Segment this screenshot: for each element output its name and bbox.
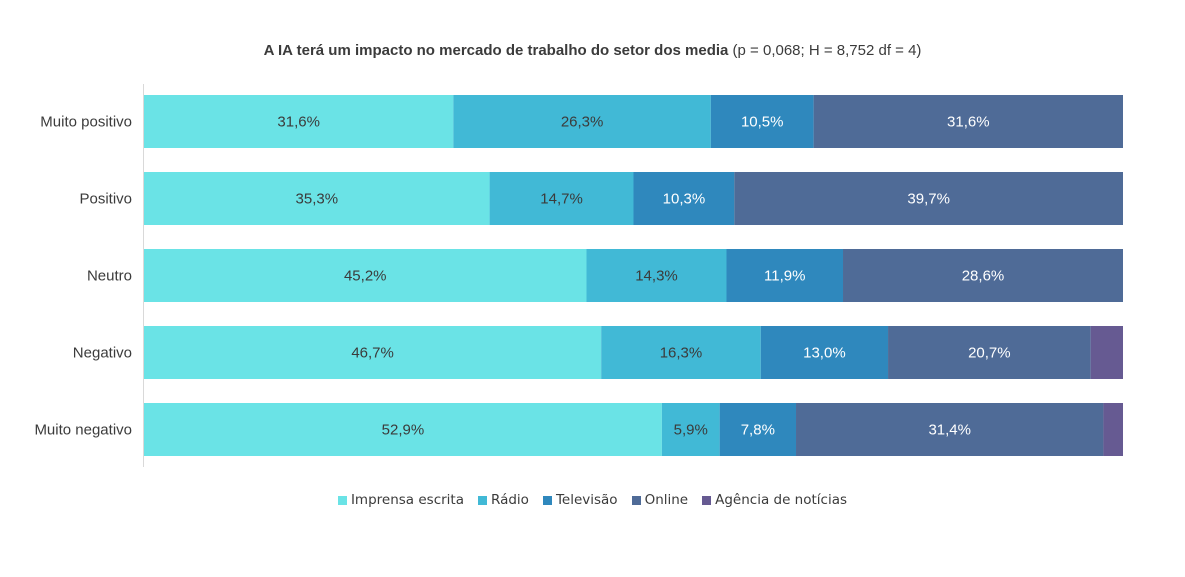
bar-segment xyxy=(453,95,711,148)
bar-segment xyxy=(719,403,797,456)
data-label: 5,9% xyxy=(674,422,708,439)
bar-segment xyxy=(633,172,735,225)
bar-segment xyxy=(661,403,720,456)
bar-segment xyxy=(144,326,602,379)
legend-swatch xyxy=(631,495,641,505)
chart-title-stats: (p = 0,068; H = 8,752 df = 4) xyxy=(732,42,922,59)
legend-swatch xyxy=(337,495,347,505)
data-label: 10,5% xyxy=(741,114,784,131)
data-label: 13,0% xyxy=(803,345,846,362)
bar-row: Positivo 35,3% 14,7% 10,3% 39,7% xyxy=(79,172,1123,225)
bar-segment xyxy=(144,95,454,148)
data-label: 45,2% xyxy=(344,268,387,285)
legend-item: Agência de notícias xyxy=(702,492,847,508)
data-label: 39,7% xyxy=(907,191,950,208)
data-label: 7,8% xyxy=(741,422,775,439)
bar-segment xyxy=(888,326,1091,379)
bar-segment xyxy=(843,249,1123,302)
legend-item: Rádio xyxy=(478,492,529,508)
legend-label: Rádio xyxy=(491,492,529,508)
legend-label: Agência de notícias xyxy=(715,492,848,508)
category-label: Positivo xyxy=(79,191,132,208)
legend-label: Televisão xyxy=(555,492,618,508)
legend-label: Online xyxy=(644,492,689,508)
data-label: 20,7% xyxy=(968,345,1011,362)
chart-title-main: A IA terá um impacto no mercado de traba… xyxy=(263,42,729,59)
bar-segment xyxy=(601,326,761,379)
bar-segment xyxy=(710,95,814,148)
bar-segment xyxy=(813,95,1123,148)
bar-row: Negativo 46,7% 16,3% 13,0% 20,7% xyxy=(73,326,1123,379)
legend-swatch xyxy=(702,495,712,505)
data-label: 35,3% xyxy=(296,191,339,208)
category-label: Neutro xyxy=(87,268,132,285)
bar-segment xyxy=(734,172,1123,225)
legend-swatch xyxy=(478,495,487,505)
bar-segment xyxy=(144,403,662,456)
data-label: 14,7% xyxy=(540,191,583,208)
bar-segment xyxy=(586,249,727,302)
data-label: 52,9% xyxy=(382,422,425,439)
data-label: 31,6% xyxy=(947,114,990,131)
legend-item: Televisão xyxy=(542,492,618,508)
data-label: 10,3% xyxy=(663,191,706,208)
category-label: Muito negativo xyxy=(34,422,132,439)
data-label: 31,6% xyxy=(277,114,320,131)
bar-segment xyxy=(1103,403,1123,456)
data-label: 16,3% xyxy=(660,345,703,362)
data-label: 28,6% xyxy=(962,268,1005,285)
data-label: 11,9% xyxy=(764,268,805,285)
legend-item: Imprensa escrita xyxy=(337,492,464,508)
data-label: 31,4% xyxy=(928,422,971,439)
bar-row: Muito negativo 52,9% 5,9% 7,8% 31,4% xyxy=(34,403,1123,456)
legend-label: Imprensa escrita xyxy=(350,492,464,508)
bar-segment xyxy=(489,172,634,225)
data-label: 14,3% xyxy=(635,268,678,285)
category-label: Negativo xyxy=(73,345,132,362)
bar-row: Neutro 45,2% 14,3% 11,9% 28,6% xyxy=(87,249,1123,302)
legend-swatch xyxy=(542,495,552,505)
legend-item: Online xyxy=(631,492,689,508)
legend: Imprensa escrita Rádio Televisão Online Agên… xyxy=(0,492,1185,508)
bar-segment xyxy=(760,326,889,379)
data-label: 26,3% xyxy=(561,114,604,131)
data-label: 46,7% xyxy=(351,345,394,362)
chart-title: A IA terá um impacto no mercado de traba… xyxy=(0,42,1185,59)
bar-segment xyxy=(1090,326,1123,379)
bar-segment xyxy=(796,403,1104,456)
bar-segment xyxy=(144,249,587,302)
bar-segment xyxy=(726,249,844,302)
category-label: Muito positivo xyxy=(40,114,132,131)
bar-row: Muito positivo 31,6% 26,3% 10,5% 31,6% xyxy=(40,95,1123,148)
bar-segment xyxy=(144,172,490,225)
